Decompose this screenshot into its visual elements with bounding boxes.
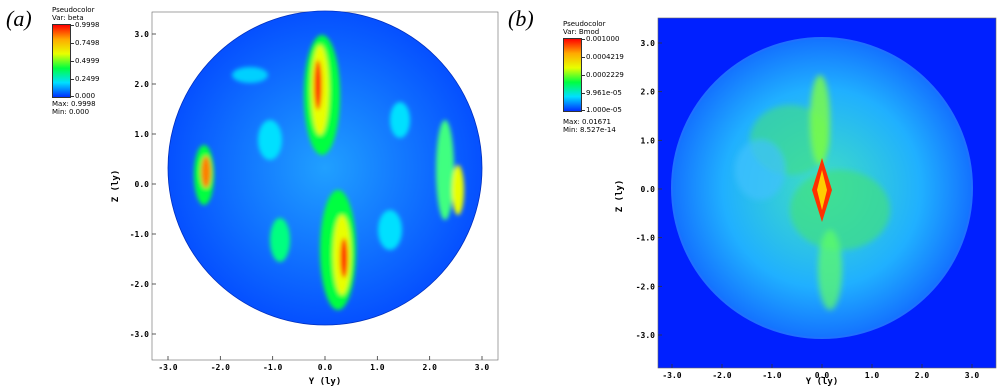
x-tick-label: 1.0 (370, 363, 385, 372)
beta-structures (194, 35, 464, 310)
legend-a-colorbar (52, 24, 71, 98)
legend-a-max: Max: 0.9998 (52, 100, 96, 108)
panel-b-letter: (b) (508, 6, 534, 31)
plot-a-ylabel: Z (ly) (111, 170, 121, 203)
legend-a-tick: 0.000 (70, 92, 96, 100)
legend-b-min: Min: 8.527e-14 (563, 126, 616, 134)
y-tick-label: 0.0 (135, 180, 150, 189)
plot-a-xlabel: Y (ly) (309, 377, 342, 387)
panel-a-minmax: Max: 0.9998 Min: 0.000 (52, 100, 96, 116)
plot-b-y-ticks: 3.0 2.0 1.0 0.0 -1.0 -2.0 -3.0 (636, 39, 662, 340)
plot-a-y-ticks: 3.0 2.0 1.0 0.0 -1.0 -2.0 -3.0 (130, 30, 156, 339)
panel-b-minmax: Max: 0.01671 Min: 8.527e-14 (563, 118, 616, 134)
x-tick-label: 0.0 (318, 363, 333, 372)
legend-a-title: Pseudocolor (52, 6, 95, 14)
x-tick-label: -1.0 (263, 363, 282, 372)
y-tick-label: 0.0 (641, 185, 656, 194)
x-tick-label: -2.0 (712, 371, 731, 380)
legend-b-tick: 0.0002229 (582, 71, 624, 79)
plot-b-xlabel: Y (ly) (806, 377, 839, 387)
y-tick-label: -3.0 (636, 331, 655, 340)
legend-a-tick: 0.7498 (71, 39, 100, 47)
legend-b-var: Var: Bmod (563, 28, 600, 36)
plot-a-x-ticks: -3.0 -2.0 -1.0 0.0 1.0 2.0 3.0 (158, 356, 489, 372)
x-tick-label: 2.0 (422, 363, 437, 372)
plot-b-x-ticks: -3.0 -2.0 -1.0 0.0 1.0 2.0 3.0 (662, 364, 979, 380)
legend-b-max: Max: 0.01671 (563, 118, 612, 126)
legend-b-colorbar (563, 38, 582, 112)
panel-b-legend: Pseudocolor Var: Bmod 0.001000 0.0004219… (563, 20, 643, 130)
panel-b-plot: -3.0 -2.0 -1.0 0.0 1.0 2.0 3.0 3.0 2.0 1.0 0.0 -1.… (615, 17, 997, 387)
y-tick-label: 1.0 (641, 136, 656, 145)
legend-b-tick: 9.961e-05 (582, 89, 622, 97)
x-tick-label: 0.0 (815, 371, 830, 380)
y-tick-label: -2.0 (130, 280, 149, 289)
legend-a-min: Min: 0.000 (52, 108, 90, 116)
x-tick-label: 2.0 (915, 371, 930, 380)
legend-a-tick: 0.2499 (71, 75, 100, 83)
legend-b-tick: 1.000e-05 (582, 106, 622, 114)
legend-a-var: Var: beta (52, 14, 84, 22)
legend-b-tick: 0.001000 (581, 35, 620, 43)
legend-b-tick: 0.0004219 (582, 53, 624, 61)
y-tick-label: 2.0 (135, 80, 150, 89)
x-tick-label: 3.0 (475, 363, 490, 372)
y-tick-label: 2.0 (641, 88, 656, 97)
y-tick-label: 3.0 (135, 30, 150, 39)
plot-b-ylabel: Z (ly) (615, 180, 625, 213)
panel-a-plot: -3.0 -2.0 -1.0 0.0 1.0 2.0 3.0 3.0 2.0 1.0 0.0 -1.… (111, 10, 499, 387)
x-tick-label: 3.0 (965, 371, 980, 380)
x-tick-label: -2.0 (211, 363, 230, 372)
y-tick-label: -1.0 (636, 234, 655, 243)
y-tick-label: -1.0 (130, 230, 149, 239)
legend-b-title: Pseudocolor (563, 20, 606, 28)
x-tick-label: 1.0 (865, 371, 880, 380)
beta-disk (168, 11, 482, 325)
panel-a-letter: (a) (6, 6, 32, 31)
legend-a-tick: 0.4999 (71, 57, 100, 65)
y-tick-label: 1.0 (135, 130, 150, 139)
x-tick-label: -3.0 (158, 363, 177, 372)
x-tick-label: -3.0 (662, 371, 681, 380)
legend-a-tick: 0.9998 (71, 21, 100, 29)
panel-a-legend: Pseudocolor Var: beta 0.9998 0.7498 0.49… (52, 6, 132, 106)
y-tick-label: 3.0 (641, 39, 656, 48)
y-tick-label: -2.0 (636, 282, 655, 291)
x-tick-label: -1.0 (762, 371, 781, 380)
y-tick-label: -3.0 (130, 330, 149, 339)
